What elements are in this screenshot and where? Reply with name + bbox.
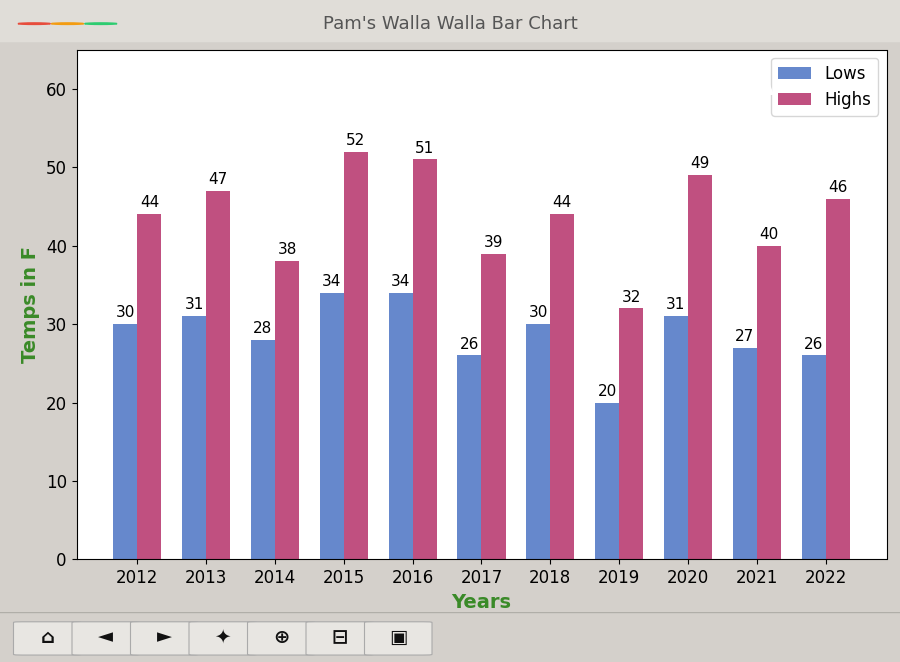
Text: 31: 31 bbox=[184, 297, 204, 312]
Text: 26: 26 bbox=[460, 336, 479, 352]
FancyBboxPatch shape bbox=[14, 622, 81, 655]
Bar bbox=[138, 214, 161, 559]
FancyBboxPatch shape bbox=[130, 622, 198, 655]
Legend: Lows, Highs: Lows, Highs bbox=[771, 58, 878, 116]
Text: 46: 46 bbox=[828, 179, 847, 195]
Bar bbox=[526, 324, 550, 559]
X-axis label: Years: Years bbox=[452, 592, 511, 612]
Text: ✦: ✦ bbox=[214, 628, 231, 647]
Text: 34: 34 bbox=[391, 274, 410, 289]
Text: 20: 20 bbox=[598, 383, 616, 399]
Text: 31: 31 bbox=[666, 297, 686, 312]
Text: 30: 30 bbox=[116, 305, 135, 320]
Text: 26: 26 bbox=[804, 336, 824, 352]
Bar bbox=[182, 316, 206, 559]
Bar bbox=[733, 348, 757, 559]
Bar bbox=[550, 214, 574, 559]
FancyBboxPatch shape bbox=[0, 0, 900, 43]
Text: ⊟: ⊟ bbox=[331, 628, 348, 647]
Text: 39: 39 bbox=[484, 234, 503, 250]
Bar bbox=[457, 355, 482, 559]
Text: 51: 51 bbox=[415, 140, 435, 156]
Bar bbox=[206, 191, 230, 559]
Text: 34: 34 bbox=[322, 274, 341, 289]
FancyBboxPatch shape bbox=[364, 622, 432, 655]
Bar bbox=[389, 293, 413, 559]
Text: 52: 52 bbox=[346, 132, 365, 148]
FancyBboxPatch shape bbox=[248, 622, 315, 655]
Text: 30: 30 bbox=[528, 305, 548, 320]
Circle shape bbox=[18, 23, 50, 24]
Text: 44: 44 bbox=[140, 195, 159, 211]
FancyBboxPatch shape bbox=[306, 622, 373, 655]
Bar bbox=[482, 254, 506, 559]
Text: 27: 27 bbox=[735, 329, 754, 344]
Text: Low/High Temps Feb 2012 to 2022, Walla Walla, WA: Low/High Temps Feb 2012 to 2022, Walla W… bbox=[126, 79, 774, 99]
Text: 28: 28 bbox=[254, 321, 273, 336]
Bar bbox=[275, 261, 299, 559]
Text: ►: ► bbox=[157, 628, 172, 647]
Bar bbox=[757, 246, 781, 559]
Bar bbox=[344, 152, 368, 559]
Text: ⌂: ⌂ bbox=[40, 628, 54, 647]
Bar bbox=[664, 316, 688, 559]
FancyBboxPatch shape bbox=[189, 622, 256, 655]
Bar bbox=[413, 160, 436, 559]
Text: 47: 47 bbox=[209, 172, 228, 187]
Bar bbox=[825, 199, 850, 559]
FancyBboxPatch shape bbox=[72, 622, 140, 655]
Text: 49: 49 bbox=[690, 156, 710, 171]
Circle shape bbox=[85, 23, 117, 24]
Text: 38: 38 bbox=[277, 242, 297, 258]
Y-axis label: Temps in F: Temps in F bbox=[21, 246, 40, 363]
Bar bbox=[688, 175, 712, 559]
Text: ⊕: ⊕ bbox=[273, 628, 290, 647]
Bar bbox=[595, 402, 619, 559]
Text: 40: 40 bbox=[760, 227, 778, 242]
Text: 32: 32 bbox=[622, 289, 641, 305]
Bar bbox=[619, 308, 644, 559]
Bar bbox=[251, 340, 275, 559]
Bar bbox=[802, 355, 825, 559]
Text: 44: 44 bbox=[553, 195, 572, 211]
Text: ◄: ◄ bbox=[98, 628, 113, 647]
Text: Pam's Walla Walla Bar Chart: Pam's Walla Walla Bar Chart bbox=[322, 15, 578, 32]
Text: ▣: ▣ bbox=[389, 628, 408, 647]
Bar bbox=[320, 293, 344, 559]
Bar bbox=[113, 324, 138, 559]
Circle shape bbox=[51, 23, 84, 24]
